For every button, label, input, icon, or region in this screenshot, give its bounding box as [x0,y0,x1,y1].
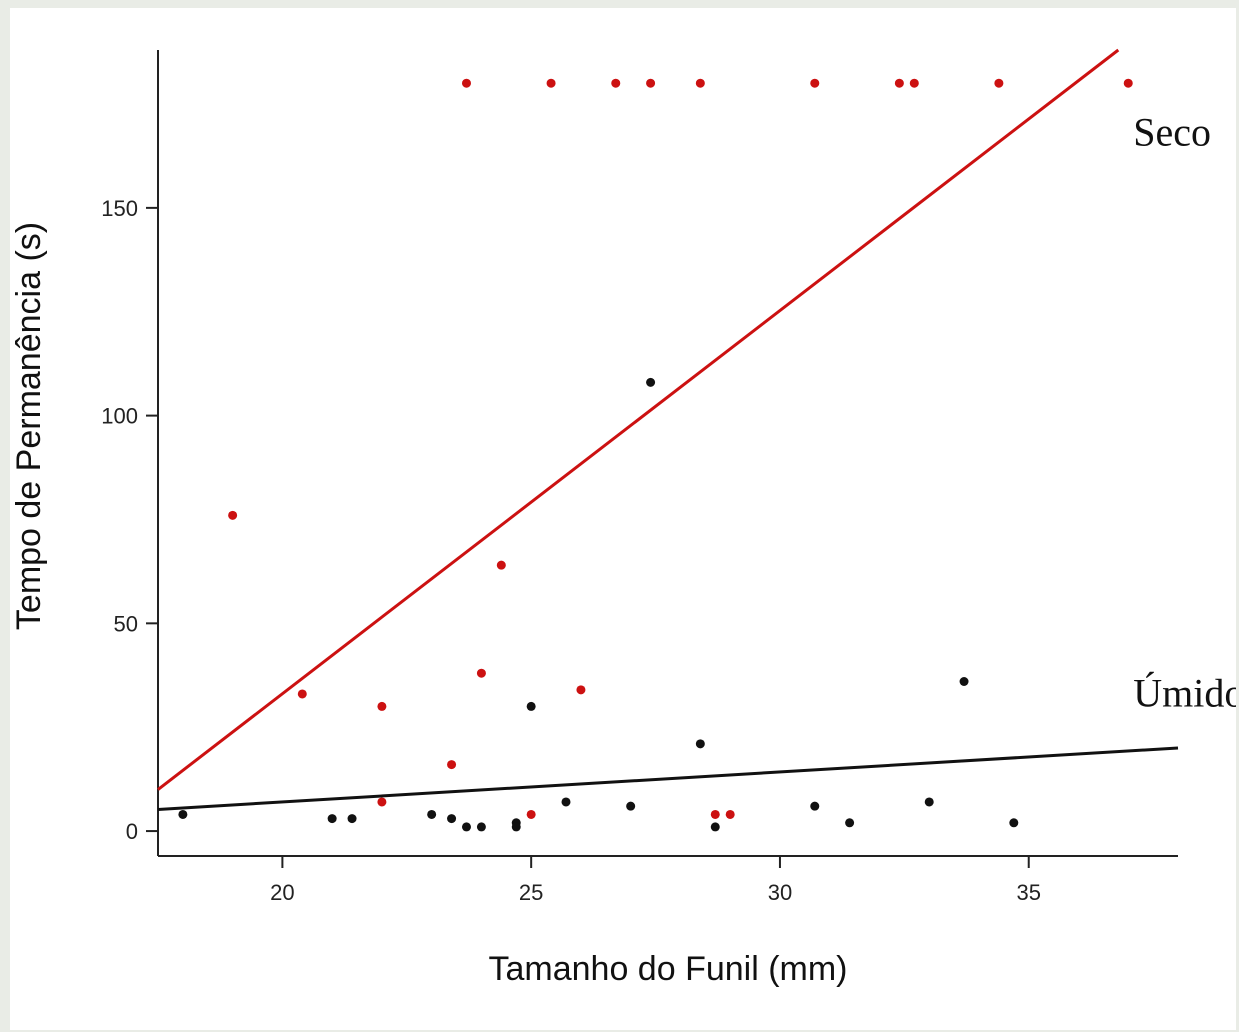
data-point-umido [427,809,437,819]
y-tick-label: 100 [101,404,138,429]
data-point-seco [576,685,586,695]
data-point-umido [924,797,934,807]
data-point-seco [1123,78,1133,88]
data-point-umido [561,797,571,807]
data-point-seco [909,78,919,88]
x-axis-title: Tamanho do Funil (mm) [488,950,847,988]
data-point-seco [526,809,536,819]
y-tick-label: 0 [126,819,138,844]
data-point-seco [994,78,1004,88]
data-point-umido [327,814,337,824]
x-tick-label: 25 [519,880,543,905]
labels: Seco Úmido [1133,110,1236,716]
data-points [178,78,1133,832]
data-point-umido [626,801,636,811]
data-point-seco [611,78,621,88]
data-point-seco [646,78,656,88]
data-point-umido [810,801,820,811]
x-tick-label: 20 [270,880,294,905]
data-point-seco [496,560,506,570]
chart-frame: 20 25 30 35 0 50 100 150 Seco Úmido Tamanho do F… [10,8,1236,1030]
data-point-seco [228,510,238,520]
x-tick-label: 30 [768,880,792,905]
data-point-umido [178,809,188,819]
data-point-seco [476,668,486,678]
scatter-plot: 20 25 30 35 0 50 100 150 Seco Úmido Tamanho do F… [10,48,1236,988]
data-point-umido [347,814,357,824]
data-point-seco [725,809,735,819]
data-point-umido [959,677,969,687]
data-point-seco [810,78,820,88]
data-point-seco [377,701,387,711]
data-point-seco [447,760,457,770]
y-tick-label: 50 [114,611,138,636]
data-point-umido [646,377,656,387]
data-point-umido [1009,818,1019,828]
axes: 20 25 30 35 0 50 100 150 [101,50,1178,905]
fit-line-seco [157,48,1120,791]
data-point-seco [461,78,471,88]
data-point-seco [297,689,307,699]
umido-label: Úmido [1133,670,1236,715]
data-point-umido [695,739,705,749]
y-axis-title: Tempo de Permanência (s) [10,222,48,630]
data-point-umido [710,822,720,832]
seco-label: Seco [1133,110,1211,155]
data-point-seco [377,797,387,807]
x-tick-label: 35 [1016,880,1040,905]
data-point-seco [894,78,904,88]
data-point-seco [546,78,556,88]
data-point-umido [511,822,521,832]
fit-line-umido [157,746,1179,811]
data-point-seco [695,78,705,88]
y-tick-label: 150 [101,196,138,221]
data-point-umido [447,814,457,824]
fit-lines [157,48,1179,811]
data-point-seco [710,809,720,819]
data-point-umido [461,822,471,832]
data-point-umido [845,818,855,828]
data-point-umido [476,822,486,832]
data-point-umido [526,701,536,711]
